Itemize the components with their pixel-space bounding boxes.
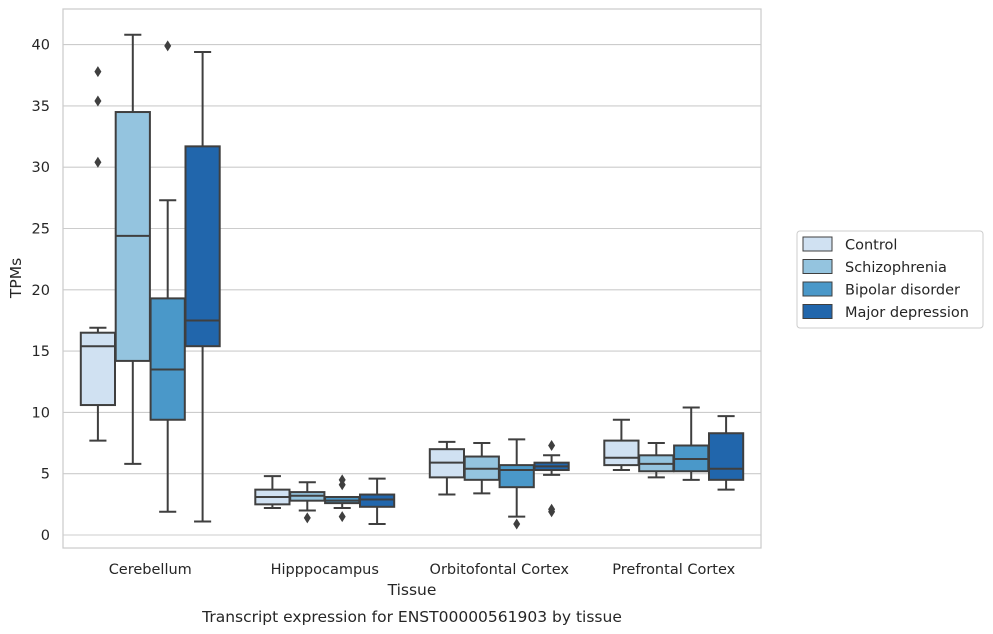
y-tick-label: 0 [41, 528, 50, 544]
x-tick-label: Cerebellum [109, 562, 192, 578]
box-3-1 [638, 442, 675, 479]
box-iqr [498, 464, 535, 489]
x-tick-labels: Cerebellum Hipppocampus Orbitofontal Corte… [109, 562, 736, 578]
box-1-1 [289, 481, 326, 524]
box-1-0 [254, 475, 291, 510]
outlier-point [303, 512, 311, 524]
legend-frame [796, 230, 984, 329]
box-3-3 [707, 415, 745, 491]
x-axis-title: Tissue [387, 581, 437, 599]
y-tick-label: 25 [32, 222, 50, 238]
legend-label: Schizophrenia [845, 260, 947, 276]
y-tick-label: 10 [32, 405, 50, 421]
legend-swatch [802, 281, 833, 297]
outlier-point [548, 440, 556, 452]
outlier-point [164, 40, 172, 52]
box-2-0 [428, 440, 466, 496]
legend-swatch [802, 236, 833, 252]
box-0-2 [149, 40, 186, 513]
y-tick-label: 20 [32, 283, 50, 299]
legend-label: Major depression [845, 305, 969, 321]
outlier-point [338, 474, 346, 486]
box-2-2 [498, 438, 535, 530]
box-iqr [707, 432, 745, 481]
y-tick-label: 5 [41, 467, 50, 483]
outlier-point [94, 95, 102, 107]
y-tick-label: 15 [32, 344, 50, 360]
outlier-point [338, 511, 346, 523]
plot-frame [62, 8, 762, 549]
box-2-3 [533, 440, 570, 518]
x-tick-label: Orbitofontal Cortex [430, 562, 570, 578]
box-iqr [358, 493, 396, 508]
box-iqr [603, 439, 640, 467]
chart-caption: Transcript expression for ENST0000056190… [201, 608, 622, 626]
legend-label: Bipolar disorder [845, 283, 960, 299]
box-0-3 [184, 50, 221, 523]
box-groups [79, 33, 745, 530]
box-1-2 [324, 474, 361, 523]
box-iqr [79, 331, 117, 407]
box-0-0 [79, 66, 117, 442]
legend: Control Schizophrenia Bipolar disorder Majo… [796, 230, 984, 329]
box-iqr [184, 145, 221, 348]
box-3-0 [603, 418, 640, 472]
box-iqr [149, 297, 186, 421]
x-tick-label: Prefrontal Cortex [612, 562, 735, 578]
y-tick-label: 40 [32, 38, 50, 54]
y-axis-title: TPMs [7, 258, 25, 299]
legend-swatch [802, 304, 833, 319]
box-0-1 [114, 33, 151, 465]
outlier-point [94, 66, 102, 78]
outlier-point [513, 518, 521, 530]
box-2-1 [463, 442, 500, 495]
outlier-point [548, 503, 556, 515]
outlier-point [94, 156, 102, 168]
y-tick-labels: 0 5 10 15 20 25 30 35 40 [32, 38, 50, 544]
y-tick-label: 30 [32, 160, 50, 176]
box-3-2 [673, 406, 710, 481]
box-1-3 [358, 477, 396, 525]
x-tick-label: Hipppocampus [271, 562, 379, 578]
y-tick-label: 35 [32, 99, 50, 115]
legend-label: Control [845, 238, 897, 254]
legend-swatch [802, 259, 833, 274]
